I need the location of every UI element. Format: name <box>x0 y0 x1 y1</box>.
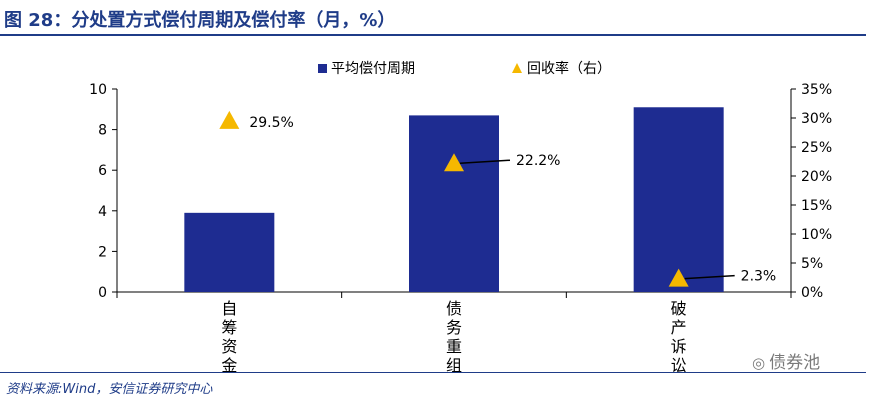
wechat-icon: ◎ <box>752 354 766 372</box>
left-tick-label: 10 <box>89 82 107 98</box>
legend: 平均偿付周期 回收率（右） <box>318 60 611 77</box>
source-divider <box>0 372 866 373</box>
bars <box>184 107 724 293</box>
source-note: 资料来源:Wind，安信证券研究中心 <box>6 382 213 397</box>
title-divider <box>0 34 866 36</box>
right-tick-label: 35% <box>801 82 832 98</box>
x-category-label: 自筹资金 <box>221 299 237 375</box>
right-tick-label: 10% <box>801 227 832 243</box>
watermark-text: 债券池 <box>769 353 821 373</box>
rate-data-label: 2.3% <box>741 269 777 285</box>
x-category-label: 破产诉讼 <box>671 299 687 375</box>
rate-marker <box>219 110 240 129</box>
right-tick-label: 25% <box>801 140 832 156</box>
left-tick-label: 4 <box>98 204 107 220</box>
rate-marker <box>444 153 464 172</box>
figure-title: 图 28：分处置方式偿付周期及偿付率（月，%） <box>4 10 396 31</box>
left-tick-label: 0 <box>98 285 107 301</box>
rate-data-label: 29.5% <box>249 115 293 131</box>
left-tick-label: 6 <box>98 163 107 179</box>
watermark: ◎ 债券池 <box>752 348 820 373</box>
bar <box>184 212 275 292</box>
bar <box>633 107 724 293</box>
legend-bar-label: 平均偿付周期 <box>331 61 415 77</box>
right-tick-label: 5% <box>801 256 823 272</box>
left-tick-label: 2 <box>98 244 107 260</box>
right-tick-label: 0% <box>801 285 823 301</box>
label-leader-line <box>459 159 511 164</box>
x-axis: 自筹资金 债务重组 破产诉讼 <box>116 291 792 375</box>
legend-marker-label: 回收率（右） <box>527 60 611 77</box>
legend-marker-swatch <box>512 63 522 73</box>
bar <box>409 115 499 292</box>
rate-marker <box>668 268 689 287</box>
legend-bar-swatch <box>318 64 327 73</box>
x-category-label: 债务重组 <box>446 299 462 375</box>
label-leader-line <box>684 274 735 280</box>
left-axis: 0 2 4 6 8 10 <box>89 82 118 301</box>
rate-data-label: 22.2% <box>516 153 560 169</box>
right-tick-label: 20% <box>801 169 832 185</box>
right-tick-label: 15% <box>801 198 832 214</box>
right-tick-label: 30% <box>801 111 832 127</box>
left-tick-label: 8 <box>98 123 107 139</box>
markers: 29.5% 22.2% 2.3% <box>219 110 777 287</box>
right-axis: 0% 5% 10% 15% 20% 25% 30% 35% <box>790 82 832 301</box>
